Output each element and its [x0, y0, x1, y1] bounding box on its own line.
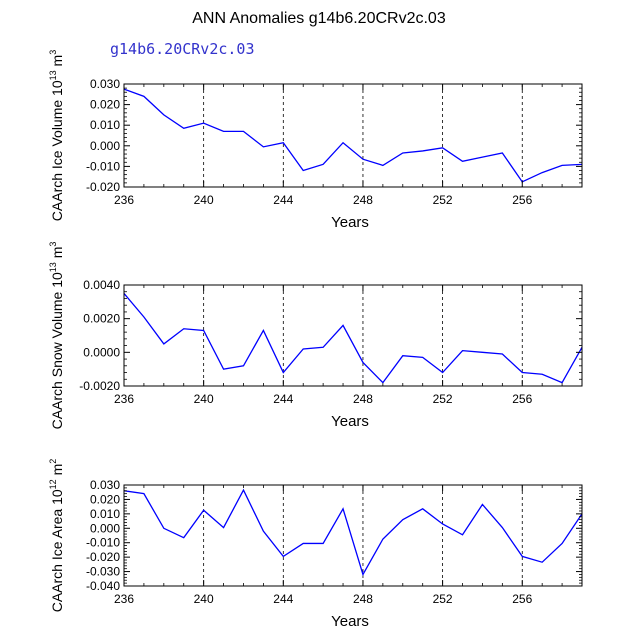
plot-frame	[123, 284, 583, 387]
y-tick-label: 0.010	[90, 507, 120, 521]
x-tick-label: 240	[194, 592, 214, 606]
x-tick-label: 244	[273, 193, 293, 207]
y-axis-label: CAArch Ice Area 1012 m2	[48, 459, 65, 613]
y-tick-label: -0.0020	[79, 379, 120, 393]
x-tick-label: 248	[353, 592, 373, 606]
y-tick-label: -0.010	[86, 159, 120, 173]
y-tick-label: -0.010	[86, 536, 120, 550]
y-tick-label: 0.0020	[83, 312, 120, 326]
x-tick-label: 248	[353, 193, 373, 207]
y-axis-label: CAArch Snow Volume 1013 m3	[48, 242, 65, 430]
series-line	[123, 488, 583, 577]
x-tick-label: 256	[512, 592, 532, 606]
y-tick-label: 0.0000	[83, 345, 120, 359]
series-line	[123, 293, 583, 384]
panel-2: -0.0020 0.0000 0.0020 0.0040 236 240 244 248 252…	[48, 242, 583, 430]
x-axis-label: Years	[331, 413, 369, 430]
x-tick-label: 256	[512, 392, 532, 406]
x-tick-label: 240	[194, 392, 214, 406]
x-tick-label: 248	[353, 392, 373, 406]
figure-title: ANN Anomalies g14b6.20CRv2c.03	[192, 10, 446, 27]
x-tick-label: 252	[433, 392, 453, 406]
x-axis-label: Years	[331, 214, 369, 231]
x-tick-label: 236	[114, 193, 134, 207]
y-axis-label: CAArch Ice Volume 1013 m3	[48, 50, 65, 221]
x-tick-label: 252	[433, 193, 453, 207]
plot-frame	[123, 83, 583, 188]
y-tick-label: 0.030	[90, 478, 120, 492]
x-axis-label: Years	[331, 613, 369, 630]
x-tick-label: 244	[273, 592, 293, 606]
y-tick-label: 0.020	[90, 98, 120, 112]
y-tick-label: 0.030	[90, 77, 120, 91]
panel-1: -0.020 -0.010 0.000 0.010 0.020 0.030 236 240 24…	[48, 50, 583, 231]
y-tick-label: 0.000	[90, 521, 120, 535]
series-line	[123, 88, 583, 183]
x-tick-label: 240	[194, 193, 214, 207]
y-tick-label: -0.020	[86, 180, 120, 194]
y-tick-label: -0.020	[86, 550, 120, 564]
x-tick-label: 256	[512, 193, 532, 207]
y-tick-label: 0.010	[90, 118, 120, 132]
x-tick-label: 252	[433, 592, 453, 606]
x-tick-label: 244	[273, 392, 293, 406]
panel-3: -0.040-0.030-0.020-0.0100.0000.0100.0200…	[48, 459, 583, 630]
x-tick-label: 236	[114, 592, 134, 606]
y-tick-label: -0.040	[86, 579, 120, 593]
y-tick-label: 0.000	[90, 139, 120, 153]
y-tick-label: 0.0040	[83, 278, 120, 292]
plot-frame	[123, 484, 583, 587]
figure-subtitle: g14b6.20CRv2c.03	[110, 40, 255, 58]
y-tick-label: 0.020	[90, 492, 120, 506]
x-tick-label: 236	[114, 392, 134, 406]
y-tick-label: -0.030	[86, 565, 120, 579]
